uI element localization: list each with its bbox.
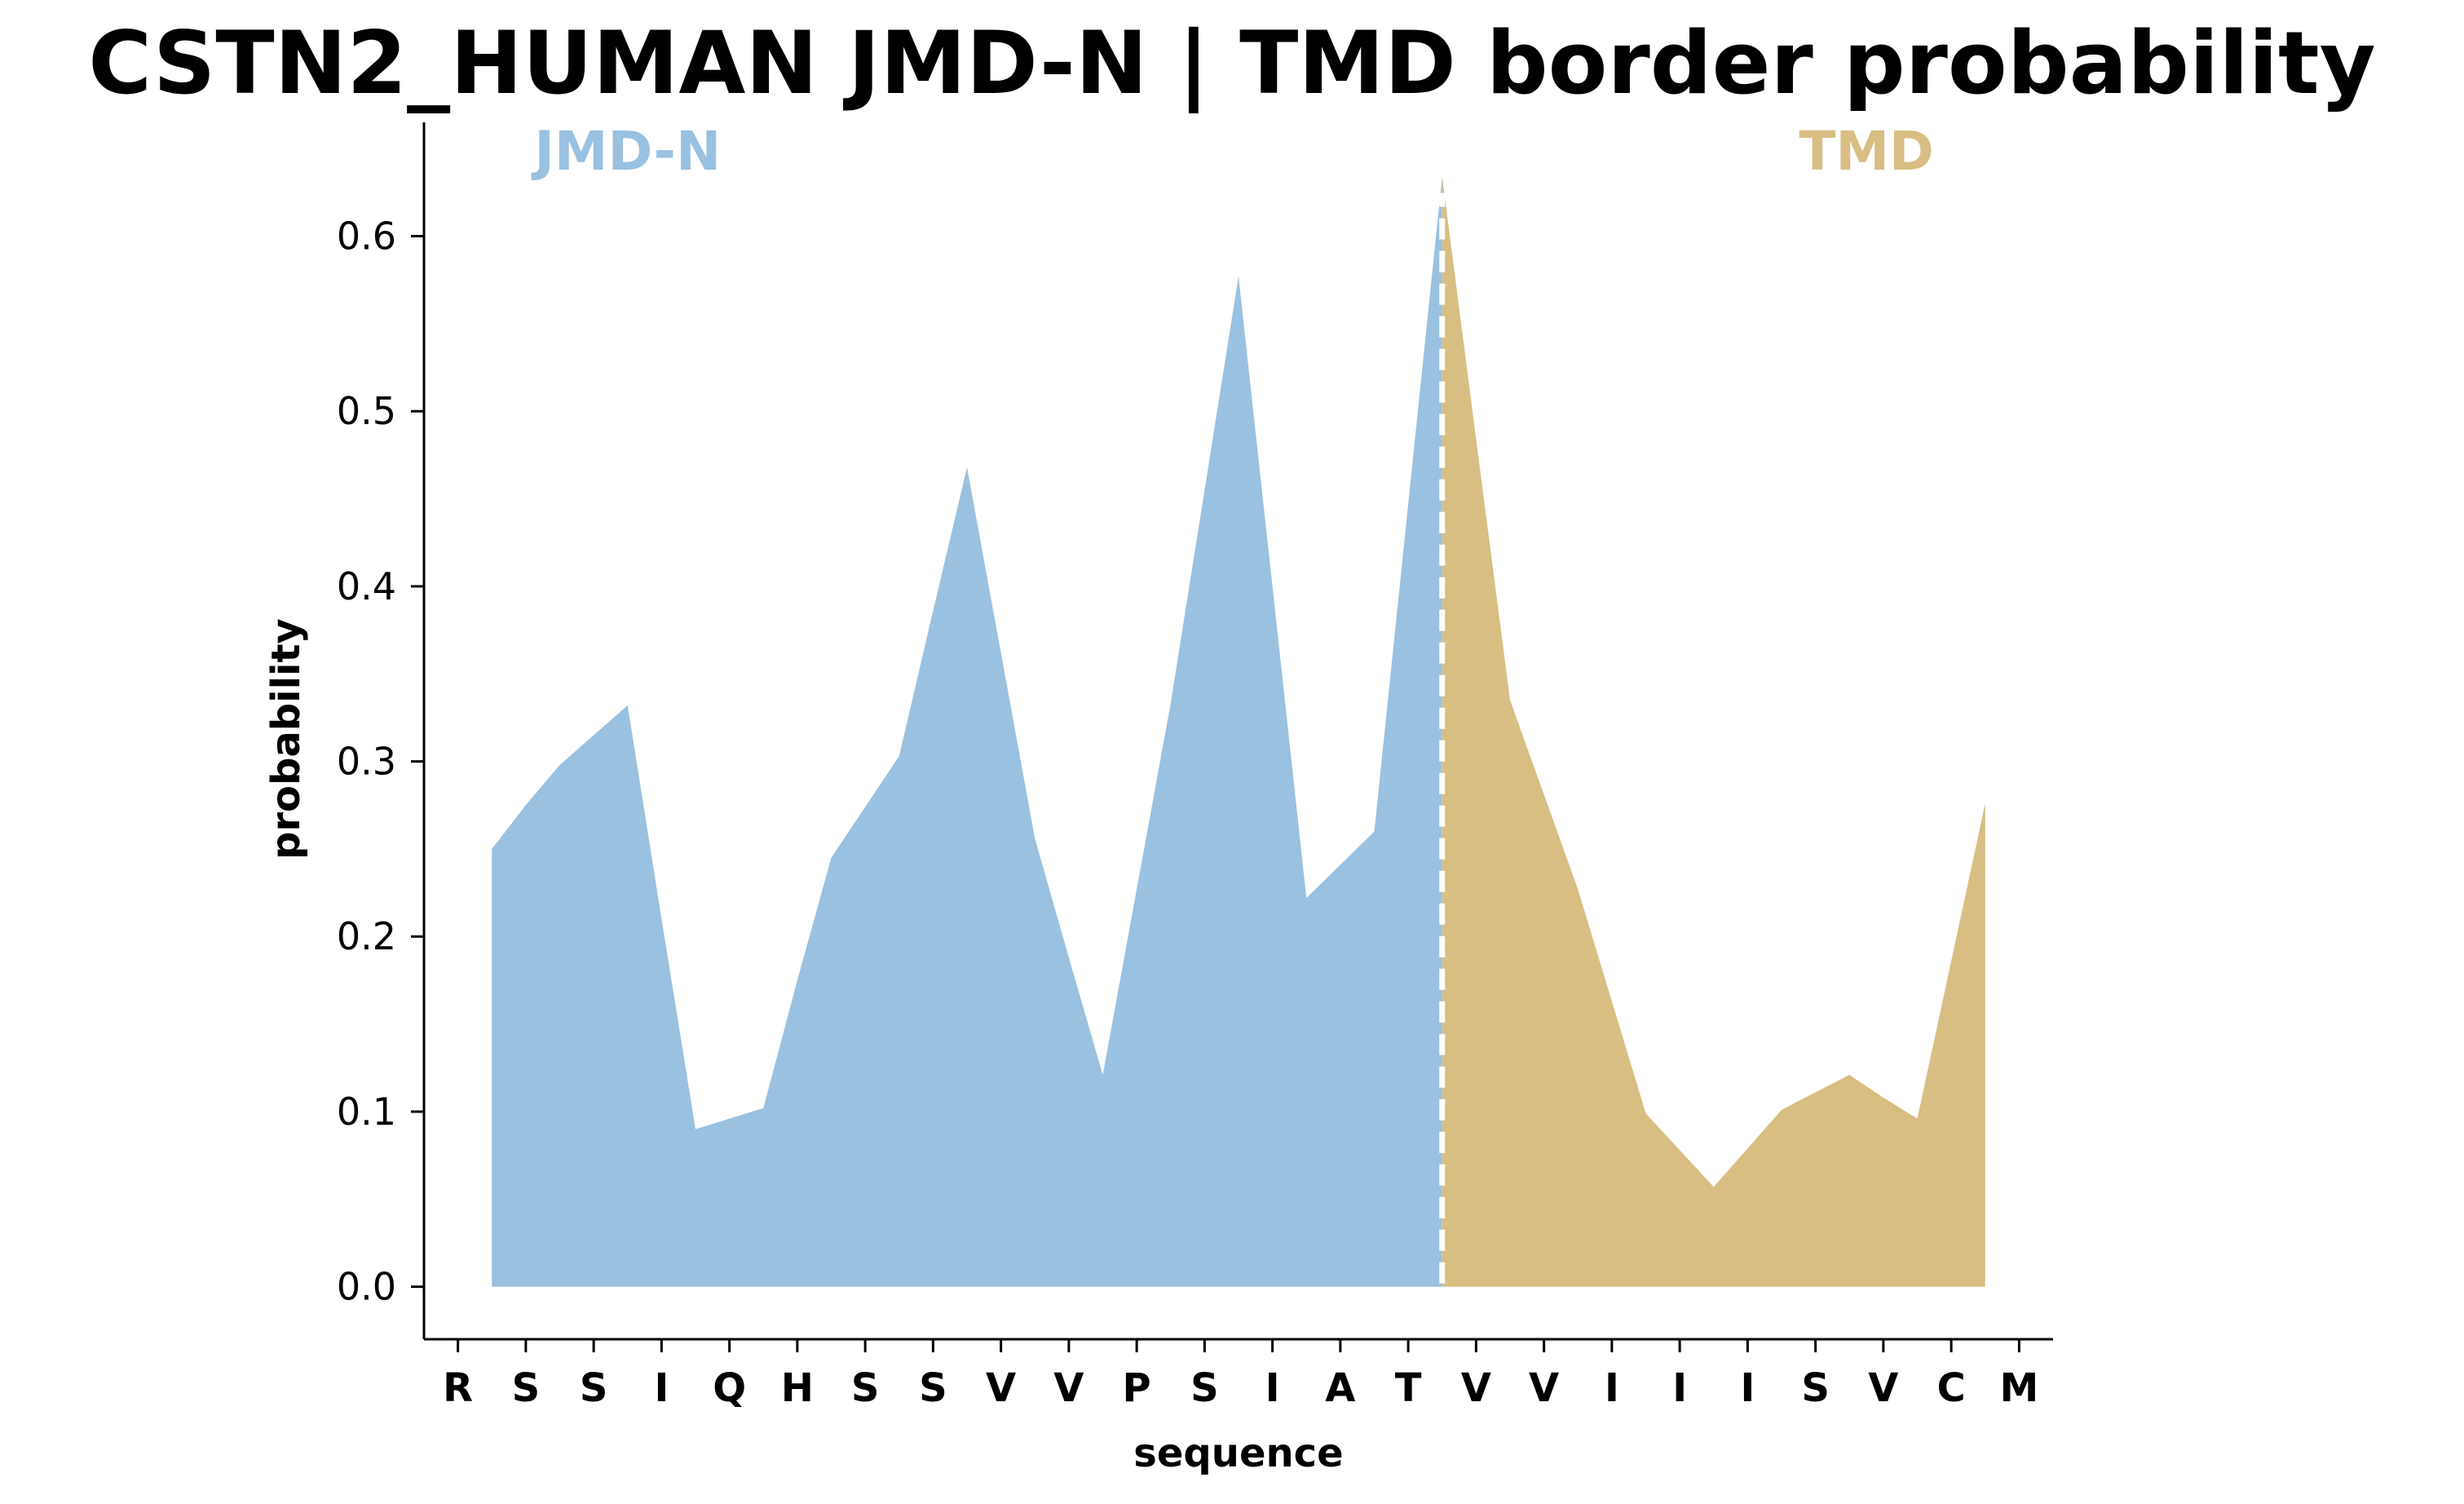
region-label-jmd-n: JMD-N	[531, 120, 721, 183]
y-axis-ticks: 0.0 0.1 0.2 0.3 0.4 0.5 0.6	[337, 215, 424, 1309]
y-tick-label: 0.5	[337, 389, 396, 433]
x-tick-label: R	[443, 1365, 473, 1411]
x-tick-label: I	[1672, 1365, 1687, 1411]
x-tick-label: S	[1190, 1365, 1219, 1411]
x-tick-label: S	[919, 1365, 947, 1411]
region-label-tmd: TMD	[1799, 120, 1933, 183]
chart-title: CSTN2_HUMAN JMD-N | TMD border probabili…	[88, 13, 2376, 114]
x-tick-label: I	[1605, 1365, 1619, 1411]
x-tick-label: A	[1325, 1365, 1355, 1411]
x-tick-label: V	[986, 1365, 1016, 1411]
y-tick-label: 0.1	[337, 1090, 396, 1134]
area-series-jmd-n	[492, 176, 1442, 1287]
x-tick-label: Q	[713, 1365, 746, 1411]
x-tick-label: P	[1123, 1365, 1151, 1411]
y-tick-label: 0.4	[337, 564, 396, 608]
x-tick-label: V	[1461, 1365, 1491, 1411]
x-tick-label: V	[1868, 1365, 1898, 1411]
x-tick-label: V	[1529, 1365, 1559, 1411]
x-tick-label: H	[781, 1365, 814, 1411]
x-tick-label: M	[1999, 1365, 2038, 1411]
plot-area: JMD-N TMD	[492, 120, 1985, 1287]
x-tick-label: S	[1801, 1365, 1830, 1411]
area-layer	[492, 176, 1985, 1287]
x-tick-label: S	[512, 1365, 541, 1411]
x-tick-label: I	[1265, 1365, 1280, 1411]
y-axis: 0.0 0.1 0.2 0.3 0.4 0.5 0.6 probability	[263, 122, 426, 1339]
x-tick-label: S	[851, 1365, 880, 1411]
x-tick-label: I	[1740, 1365, 1755, 1411]
y-tick-label: 0.0	[337, 1265, 396, 1309]
x-tick-label: I	[654, 1365, 669, 1411]
x-axis-label: sequence	[1133, 1431, 1343, 1476]
y-tick-label: 0.2	[337, 914, 396, 958]
x-tick-label: C	[1937, 1365, 1966, 1411]
x-tick-label: V	[1053, 1365, 1084, 1411]
x-tick-label: S	[580, 1365, 608, 1411]
area-series-tmd	[1442, 176, 1985, 1287]
y-tick-label: 0.6	[337, 215, 396, 259]
y-tick-label: 0.3	[337, 740, 396, 784]
y-axis-label: probability	[263, 618, 309, 860]
x-tick-label: T	[1395, 1365, 1422, 1411]
